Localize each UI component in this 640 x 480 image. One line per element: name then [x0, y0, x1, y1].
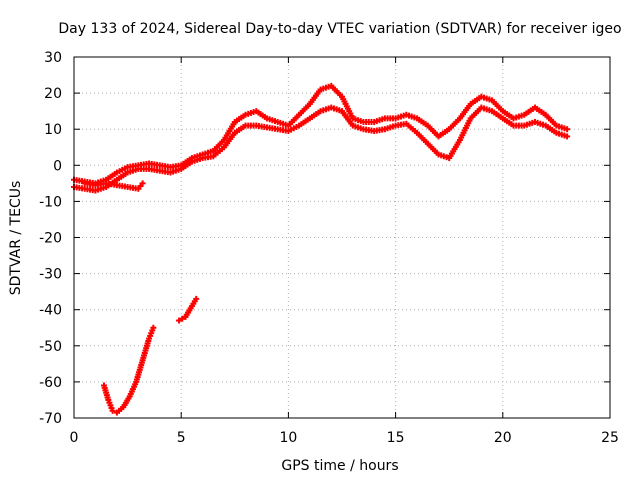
y-tick-label: 10 — [44, 122, 62, 138]
x-axis-label: GPS time / hours — [281, 458, 398, 474]
y-tick-label: 30 — [44, 50, 62, 66]
data-point — [564, 133, 571, 140]
y-tick-label: 0 — [53, 158, 62, 174]
data-point — [564, 126, 571, 133]
y-axis-label: SDTVAR / TECUs — [8, 181, 24, 296]
x-tick-label: 10 — [279, 430, 297, 446]
x-tick-label: 20 — [494, 430, 512, 446]
y-tick-label: -20 — [39, 231, 62, 247]
x-tick-label: 5 — [177, 430, 186, 446]
x-tick-label: 15 — [387, 430, 405, 446]
data-points — [71, 82, 571, 416]
data-point — [150, 324, 157, 331]
data-point — [109, 407, 116, 414]
y-tick-label: -70 — [39, 411, 62, 427]
x-tick-label: 25 — [601, 430, 619, 446]
chart-title: Day 133 of 2024, Sidereal Day-to-day VTE… — [58, 21, 621, 37]
data-point — [179, 315, 186, 322]
data-point — [176, 317, 183, 324]
y-tick-label: -60 — [39, 375, 62, 391]
y-tick-label: 20 — [44, 86, 62, 102]
data-point — [193, 295, 200, 302]
y-tick-label: -30 — [39, 267, 62, 283]
y-tick-label: -10 — [39, 194, 62, 210]
x-tick-label: 0 — [70, 430, 79, 446]
y-tick-label: -40 — [39, 303, 62, 319]
y-tick-label: -50 — [39, 339, 62, 355]
axis-ticks: 0 5 10 15 20 25 30 20 10 0 -10 -20 -30 -40 -50 -60 -70 — [39, 50, 619, 446]
data-point — [139, 180, 146, 187]
